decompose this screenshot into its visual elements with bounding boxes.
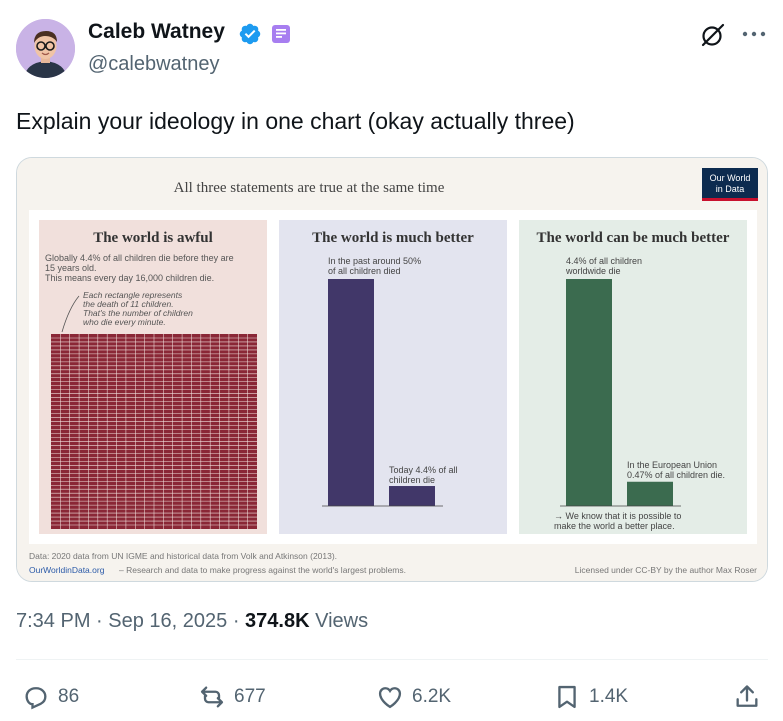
svg-text:15 years old.: 15 years old. bbox=[45, 263, 97, 273]
bookmark-count: 1.4K bbox=[589, 686, 629, 707]
panel3-title: The world can be much better bbox=[537, 230, 730, 246]
svg-text:In the European Union: In the European Union bbox=[627, 460, 717, 470]
figure-source: Data: 2020 data from UN IGME and histori… bbox=[29, 551, 337, 561]
grok-icon[interactable] bbox=[700, 22, 726, 48]
panel-world-awful: The world is awful Globally 4.4% of all … bbox=[39, 220, 267, 534]
author-name[interactable]: Caleb Watney bbox=[88, 20, 225, 43]
svg-text:That's the number of children: That's the number of children bbox=[83, 308, 193, 318]
svg-text:Globally 4.4% of all children: Globally 4.4% of all children die before… bbox=[45, 253, 234, 263]
reply-icon bbox=[25, 687, 47, 710]
figure-site-link: OurWorldinData.org bbox=[29, 565, 105, 575]
reply-count: 86 bbox=[58, 686, 80, 707]
repost-count: 677 bbox=[234, 686, 266, 707]
svg-text:worldwide die: worldwide die bbox=[565, 266, 621, 276]
svg-text:4.4% of all children: 4.4% of all children bbox=[566, 256, 642, 266]
panel2-title: The world is much better bbox=[312, 230, 474, 246]
svg-text:who die every minute.: who die every minute. bbox=[83, 317, 166, 327]
figure-license: Licensed under CC-BY by the author Max R… bbox=[575, 565, 757, 575]
svg-text:children die: children die bbox=[389, 475, 435, 485]
like-button[interactable]: 6.2K bbox=[376, 683, 451, 711]
tweet-views-label: Views bbox=[315, 610, 369, 632]
tweet-views-count: 374.8K bbox=[245, 610, 310, 632]
subscription-badge-icon bbox=[272, 25, 290, 43]
svg-text:Today 4.4% of all: Today 4.4% of all bbox=[389, 465, 458, 475]
svg-text:0.47% of all children die.: 0.47% of all children die. bbox=[627, 470, 725, 480]
panel-world-better: The world is much better In the past aro… bbox=[279, 220, 507, 534]
author-avatar[interactable] bbox=[16, 19, 75, 78]
like-icon bbox=[378, 687, 402, 709]
svg-text:the death of 11 children.: the death of 11 children. bbox=[83, 299, 174, 309]
panel1-title: The world is awful bbox=[93, 230, 213, 246]
figure-site-tagline: – Research and data to make progress aga… bbox=[119, 565, 406, 575]
svg-text:→ We know that it is possible: → We know that it is possible to bbox=[554, 511, 681, 521]
figure-headline: All three statements are true at the sam… bbox=[174, 180, 445, 196]
bar-today bbox=[389, 486, 435, 506]
share-button[interactable] bbox=[733, 683, 761, 711]
svg-text:In the past around 50%: In the past around 50% bbox=[328, 256, 421, 266]
tweet-media-image[interactable]: All three statements are true at the sam… bbox=[16, 157, 768, 582]
bar-european-union bbox=[627, 481, 673, 506]
reply-button[interactable]: 86 bbox=[22, 683, 79, 711]
bookmark-icon bbox=[558, 685, 576, 709]
bar-worldwide bbox=[566, 279, 612, 506]
bookmark-button[interactable]: 1.4K bbox=[553, 683, 628, 711]
svg-text:This means every day 16,000 ch: This means every day 16,000 children die… bbox=[45, 273, 214, 283]
bar-past bbox=[328, 279, 374, 506]
author-handle[interactable]: @calebwatney bbox=[88, 53, 220, 75]
like-count: 6.2K bbox=[412, 686, 452, 707]
share-icon bbox=[736, 685, 758, 707]
more-icon[interactable] bbox=[740, 24, 768, 44]
tweet-date[interactable]: Sep 16, 2025 bbox=[108, 610, 228, 632]
svg-text:Each rectangle represents: Each rectangle represents bbox=[83, 290, 183, 300]
svg-text:Our World: Our World bbox=[710, 173, 751, 183]
panel-world-can-be-better: The world can be much better 4.4% of all… bbox=[519, 220, 747, 534]
tweet-time[interactable]: 7:34 PM bbox=[16, 610, 91, 632]
divider bbox=[16, 659, 768, 660]
svg-text:of all children died: of all children died bbox=[328, 266, 401, 276]
repost-button[interactable]: 677 bbox=[198, 683, 266, 711]
owid-logo: Our World in Data bbox=[702, 168, 758, 201]
svg-text:in Data: in Data bbox=[716, 184, 745, 194]
tweet-meta: 7:34 PM · Sep 16, 2025 · 374.8K Views bbox=[16, 610, 369, 632]
verified-badge-icon bbox=[239, 23, 261, 45]
svg-text:make the world a better place.: make the world a better place. bbox=[554, 521, 675, 531]
repost-icon bbox=[200, 686, 224, 708]
tweet-text: Explain your ideology in one chart (okay… bbox=[16, 108, 575, 134]
